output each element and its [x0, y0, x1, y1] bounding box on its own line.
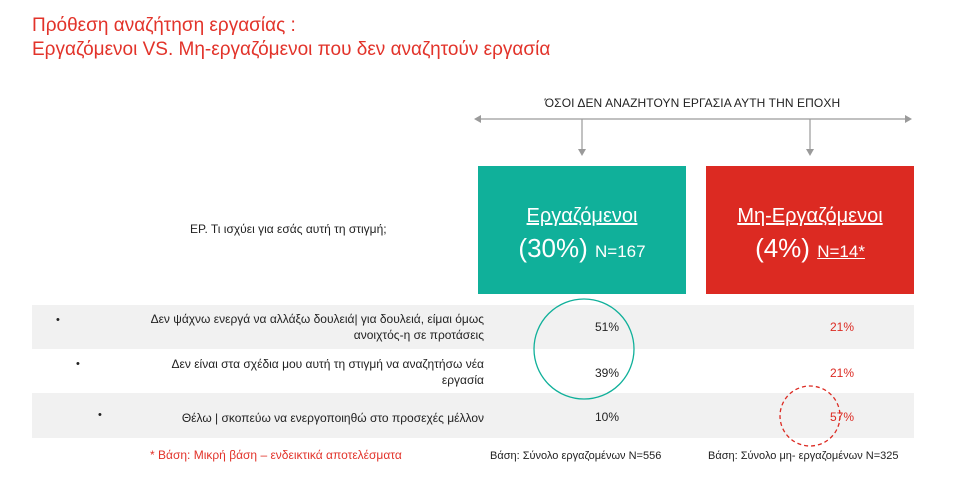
arrow-down-right-head — [806, 149, 814, 156]
highlight-circle-unemployed — [779, 385, 841, 447]
row-value-employed: 10% — [594, 410, 620, 424]
row-value-unemployed: 21% — [829, 320, 855, 334]
arrow-left-head — [474, 115, 481, 123]
row-label: Δεν ψάχνω ενεργά να αλλάξω δουλειά| για … — [151, 311, 484, 343]
row-label-line2: ανοιχτός-η σε προτάσεις — [353, 328, 484, 342]
row-value-unemployed: 57% — [829, 410, 855, 424]
row-label-line1: Δεν είναι στα σχέδια μου αυτή τη στιγμή … — [171, 357, 485, 371]
unemployed-title: Μη-Εργαζόμενοι — [737, 205, 883, 227]
row-label: Δεν είναι στα σχέδια μου αυτή τη στιγμή … — [172, 356, 485, 388]
question-text: ΕΡ. Τι ισχύει για εσάς αυτή τη στιγμή; — [190, 222, 387, 236]
row-value-employed: 51% — [594, 320, 620, 334]
table-row: • Δεν ψάχνω ενεργά να αλλάξω δουλειά| γι… — [32, 305, 914, 349]
table-row: • Θέλω | σκοπεύω να ενεργοποιηθώ στο προ… — [32, 393, 914, 438]
arrow-right-head — [905, 115, 912, 123]
title-line-1: Πρόθεση αναζήτηση εργασίας : — [32, 15, 296, 36]
title-line-2: Εργαζόμενοι VS. Μη-εργαζόμενοι που δεν α… — [32, 39, 551, 60]
unemployed-n: N=14* — [817, 242, 865, 261]
base-employed: Βάση: Σύνολο εργαζομένων N=556 — [490, 450, 662, 462]
row-label-line2: εργασία — [441, 373, 484, 387]
employed-share-line: (30%) N=167 — [478, 232, 686, 268]
bullet-icon: • — [56, 314, 60, 326]
bullet-icon: • — [98, 409, 102, 421]
row-label-line1: Δεν ψάχνω ενεργά να αλλάξω δουλειά| για … — [150, 312, 484, 326]
employed-n: N=167 — [595, 242, 646, 261]
employed-title: Εργαζόμενοι — [526, 205, 638, 227]
page-title: Πρόθεση αναζήτηση εργασίας : Εργαζόμενοι… — [32, 14, 550, 62]
bullet-icon: • — [76, 358, 80, 370]
unemployed-header-box: Μη-Εργαζόμενοι (4%) N=14* — [706, 166, 914, 294]
unemployed-share: (4%) — [755, 233, 810, 263]
arrow-down-left-head — [578, 149, 586, 156]
footnote-small-base: * Βάση: Μικρή βάση – ενδεικτικά αποτελέσ… — [150, 448, 402, 462]
row-label: Θέλω | σκοπεύω να ενεργοποιηθώ στο προσε… — [182, 410, 484, 426]
row-label-line1: Θέλω | σκοπεύω να ενεργοποιηθώ στο προσε… — [181, 411, 484, 425]
employed-header-box: Εργαζόμενοι (30%) N=167 — [478, 166, 686, 294]
highlight-circle-employed — [533, 298, 635, 400]
row-value-employed: 39% — [594, 366, 620, 380]
employed-share: (30%) — [518, 233, 588, 263]
top-label: ΌΣΟΙ ΔΕΝ ΑΝΑΖΗΤΟΥΝ ΕΡΓΑΣΙΑ ΑΥΤΗ ΤΗΝ ΕΠΟΧ… — [544, 96, 841, 110]
unemployed-share-line: (4%) N=14* — [706, 232, 914, 268]
table-row: • Δεν είναι στα σχέδια μου αυτή τη στιγμ… — [32, 349, 914, 393]
row-value-unemployed: 21% — [829, 366, 855, 380]
base-unemployed: Βάση: Σύνολο μη- εργαζομένων N=325 — [708, 450, 899, 462]
